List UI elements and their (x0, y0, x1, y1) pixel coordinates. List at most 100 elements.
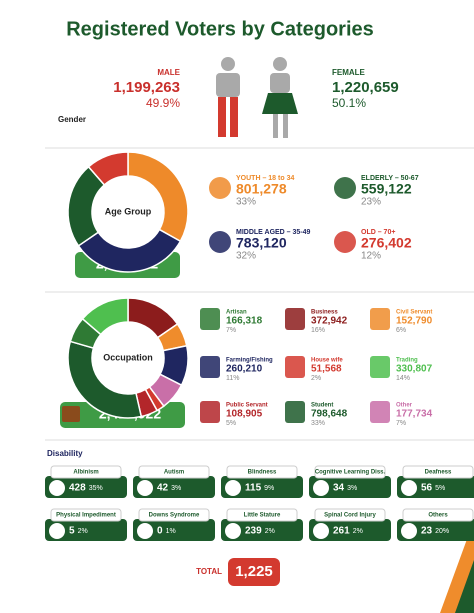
disability-value: 56 (421, 483, 433, 494)
disability-card (45, 476, 127, 498)
occupation-item-percent: 33% (311, 420, 325, 427)
age-item-label: OLD – 70+ (361, 229, 395, 236)
disability-title: Albinism (73, 470, 98, 476)
disability-icon (225, 480, 241, 496)
age-item-label: YOUTH – 18 to 34 (236, 175, 294, 182)
age-icon (209, 231, 231, 253)
total-value: 1,225 (235, 563, 273, 580)
occupation-icon (285, 401, 305, 423)
male-label: MALE (157, 68, 180, 77)
disability-card (309, 476, 391, 498)
occupation-item-value: 177,734 (396, 409, 433, 420)
occupation-item-percent: 7% (396, 420, 406, 427)
disability-percent: 1% (166, 528, 176, 535)
disability-value: 261 (333, 526, 350, 537)
disability-percent: 3% (171, 485, 181, 492)
disability-value: 239 (245, 526, 262, 537)
donut-segment (81, 297, 129, 336)
disability-title-pill (402, 465, 474, 479)
donut-segment (67, 340, 143, 419)
disability-icon (137, 523, 153, 539)
age-item-label: ELDERLY – 50-67 (361, 175, 419, 182)
occupation-icon (285, 356, 305, 378)
occupation-icon (370, 401, 390, 423)
occupation-item-percent: 2% (311, 375, 321, 382)
age-item-label: MIDDLE AGED – 35-49 (236, 229, 311, 236)
disability-title: Blindness (248, 470, 277, 476)
occupation-item-percent: 14% (396, 375, 410, 382)
occupation-item-value: 108,905 (226, 409, 263, 420)
occupation-item-value: 798,648 (311, 409, 348, 420)
occupation-item-value: 372,942 (311, 316, 348, 327)
disability-title-pill (50, 465, 122, 479)
disability-icon (313, 480, 329, 496)
donut-segment (127, 151, 189, 243)
disability-title-pill (314, 465, 386, 479)
disability-icon (401, 480, 417, 496)
occupation-item-value: 166,318 (226, 316, 263, 327)
age-item-percent: 32% (236, 251, 256, 262)
disability-card (45, 519, 127, 541)
disability-title: Little Stature (244, 513, 281, 519)
occupation-item-percent: 16% (311, 327, 325, 334)
disability-value: 34 (333, 483, 345, 494)
disability-icon (401, 523, 417, 539)
disability-value: 0 (157, 526, 163, 537)
occupation-item-value: 51,568 (311, 364, 342, 375)
disability-percent: 20% (435, 528, 449, 535)
age-group-label: Age Group (105, 206, 152, 216)
corner-decor (455, 560, 474, 613)
occupation-item-label: Business (311, 310, 338, 316)
disability-icon (137, 480, 153, 496)
disability-percent: 2% (353, 528, 363, 535)
age-item-percent: 23% (361, 197, 381, 208)
occupation-item-percent: 11% (226, 375, 240, 382)
title: Registered Voters by Categories (66, 18, 374, 40)
occupation-item-percent: 6% (396, 327, 406, 334)
occupation-item-label: Public Servant (226, 403, 268, 409)
disability-title-pill (314, 508, 386, 522)
disability-icon (225, 523, 241, 539)
disability-card (397, 476, 474, 498)
occupation-item-label: Trading (396, 358, 418, 364)
age-icon (334, 177, 356, 199)
occupation-item-value: 330,807 (396, 364, 433, 375)
disability-card (221, 519, 303, 541)
donut-segment (87, 151, 129, 186)
male-value: 1,199,263 (113, 79, 180, 96)
disability-title: Others (428, 513, 448, 519)
disability-card (133, 519, 215, 541)
disability-title: Spinal Cord Injury (324, 513, 376, 519)
female-icon (262, 57, 298, 138)
disability-value: 5 (69, 526, 75, 537)
disability-icon (49, 523, 65, 539)
age-item-value: 276,402 (361, 235, 412, 251)
occupation-icon (370, 356, 390, 378)
occupation-item-label: Farming/Fishing (226, 358, 273, 364)
disability-percent: 3% (347, 485, 357, 492)
disability-percent: 5% (435, 485, 445, 492)
occupation-icon (200, 356, 220, 378)
disability-card (397, 519, 474, 541)
disability-card (221, 476, 303, 498)
disability-percent: 35% (89, 485, 103, 492)
disability-title-pill (402, 508, 474, 522)
disability-title: Deafness (425, 470, 452, 476)
disability-value: 23 (421, 526, 433, 537)
occupation-icon (370, 308, 390, 330)
disability-title: Downs Syndrome (149, 513, 200, 519)
age-item-value: 783,120 (236, 235, 287, 251)
occupation-icon (285, 308, 305, 330)
occupation-item-label: Artisan (226, 310, 247, 316)
disability-title: Autism (164, 470, 184, 476)
male-icon (216, 57, 240, 137)
disability-title-pill (50, 508, 122, 522)
disability-title-pill (138, 508, 210, 522)
female-percent: 50.1% (332, 96, 366, 110)
age-icon (334, 231, 356, 253)
disability-title: Physical Impediment (56, 513, 116, 519)
gender-label: Gender (58, 115, 86, 124)
occupation-item-percent: 7% (226, 327, 236, 334)
